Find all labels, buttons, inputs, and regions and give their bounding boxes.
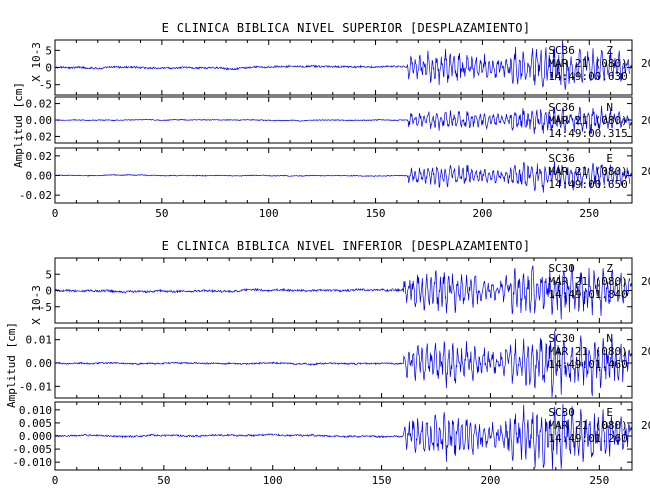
time-label: 14:49:00.630 — [548, 70, 627, 83]
y-tick-label: -0.02 — [19, 130, 52, 143]
date-label: MAR 21 (080), 2025 — [548, 345, 650, 358]
y-tick-label: -0.010 — [12, 456, 52, 469]
time-label: 14:49:00.650 — [548, 178, 627, 191]
station-label: SC30 — [548, 262, 575, 275]
scale-label-superior: X 10-3 — [30, 42, 43, 82]
x-tick-label: 0 — [52, 207, 59, 220]
x-tick-label: 50 — [157, 474, 170, 487]
y-tick-label: -0.02 — [19, 189, 52, 202]
y-axis-label-superior: Amplitud [cm] — [12, 82, 25, 168]
x-tick-label: 150 — [366, 207, 386, 220]
component-label: E — [606, 406, 613, 419]
x-tick-label: 150 — [372, 474, 392, 487]
component-label: Z — [606, 262, 613, 275]
y-tick-label: -5 — [39, 79, 52, 92]
y-tick-label: 0.005 — [19, 417, 52, 430]
trace-sc30-z — [54, 263, 631, 320]
y-tick-label: 0.00 — [26, 114, 53, 127]
y-tick-label: 0.00 — [26, 357, 53, 370]
y-tick-label: 0.000 — [19, 430, 52, 443]
x-tick-label: 250 — [589, 474, 609, 487]
time-label: 14:49:01.840 — [548, 288, 627, 301]
x-tick-label: 250 — [579, 207, 599, 220]
trace-sc30-n — [54, 330, 631, 398]
component-label: N — [606, 332, 613, 345]
station-label: SC30 — [548, 406, 575, 419]
scale-label-inferior: X 10-3 — [30, 285, 43, 325]
time-label: 14:49:01.260 — [548, 432, 627, 445]
x-tick-label: 200 — [481, 474, 501, 487]
chart-title-inferior: E CLINICA BIBLICA NIVEL INFERIOR [DESPLA… — [162, 239, 531, 253]
chart-title-superior: E CLINICA BIBLICA NIVEL SUPERIOR [DESPLA… — [162, 21, 531, 35]
time-label: 14:49:01.460 — [548, 358, 627, 371]
date-label: MAR 21 (080), 2025 — [548, 165, 650, 178]
y-tick-label: 0.010 — [19, 404, 52, 417]
component-label: Z — [606, 44, 613, 57]
y-tick-label: 0 — [45, 285, 52, 298]
component-label: E — [606, 152, 613, 165]
y-tick-label: 0.02 — [26, 150, 53, 163]
y-tick-label: 0.01 — [26, 334, 53, 347]
date-label: MAR 21 (080), 2025 — [548, 275, 650, 288]
x-tick-label: 100 — [263, 474, 283, 487]
date-label: MAR 21 (080), 2025 — [548, 114, 650, 127]
time-label: 14:49:00.315 — [548, 127, 627, 140]
date-label: MAR 21 (080), 2025 — [548, 419, 650, 432]
y-tick-label: 0 — [45, 62, 52, 75]
y-axis-label-inferior: Amplitud [cm] — [5, 322, 18, 408]
y-tick-label: 5 — [45, 268, 52, 281]
x-tick-label: 100 — [259, 207, 279, 220]
y-tick-label: 5 — [45, 44, 52, 57]
y-tick-label: 0.02 — [26, 98, 53, 111]
x-tick-label: 0 — [52, 474, 59, 487]
y-tick-label: -0.005 — [12, 443, 52, 456]
station-label: SC36 — [548, 152, 575, 165]
station-label: SC30 — [548, 332, 575, 345]
component-label: N — [606, 101, 613, 114]
y-tick-label: -5 — [39, 301, 52, 314]
x-tick-label: 50 — [155, 207, 168, 220]
station-label: SC36 — [548, 101, 575, 114]
y-tick-label: -0.01 — [19, 380, 52, 393]
trace-sc30-e — [54, 403, 631, 470]
station-label: SC36 — [548, 44, 575, 57]
trace-sc36-e — [54, 161, 631, 193]
y-tick-label: 0.00 — [26, 170, 53, 183]
trace-sc36-n — [54, 105, 631, 135]
date-label: MAR 21 (080), 2025 — [548, 57, 650, 70]
trace-sc36-z — [54, 40, 631, 90]
x-tick-label: 200 — [472, 207, 492, 220]
